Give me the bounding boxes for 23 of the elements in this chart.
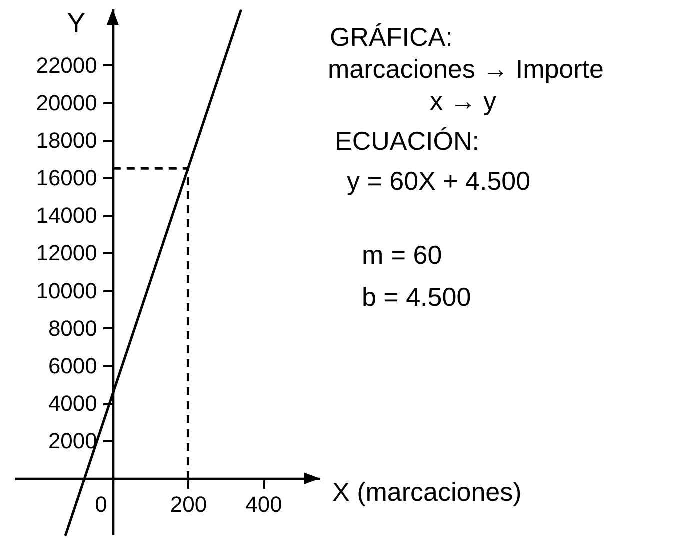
y-tick-label: 2000 — [48, 428, 98, 454]
y-tick-label: 18000 — [36, 128, 98, 153]
text: x → y — [430, 86, 496, 116]
y-tick-label: 8000 — [48, 316, 98, 341]
text: m = 60 — [362, 240, 442, 270]
x-tick-label: 400 — [246, 492, 282, 518]
y-tick-label: 16000 — [36, 166, 98, 191]
y-tick-label: 4000 — [48, 391, 98, 416]
x-tick-label: 0 — [95, 492, 108, 518]
text: GRÁFICA: — [330, 22, 453, 52]
text: marcaciones → Importe — [328, 54, 604, 84]
y-tick-label: 20000 — [36, 90, 98, 116]
y-tick-label: 12000 — [36, 240, 98, 266]
y-tick-label: 6000 — [48, 353, 98, 378]
x-tick-label: 200 — [170, 492, 208, 518]
y-tick-label: 10000 — [36, 278, 98, 304]
x-axis-title: X (marcaciones) — [332, 477, 522, 508]
y-tick-label: 22000 — [36, 52, 98, 78]
y-tick-label: 14000 — [36, 203, 98, 228]
text: ECUACIÓN: — [335, 126, 480, 156]
y-axis-title: Y — [67, 8, 86, 38]
text: y = 60X + 4.500 — [347, 166, 531, 196]
text: b = 4.500 — [362, 282, 472, 312]
